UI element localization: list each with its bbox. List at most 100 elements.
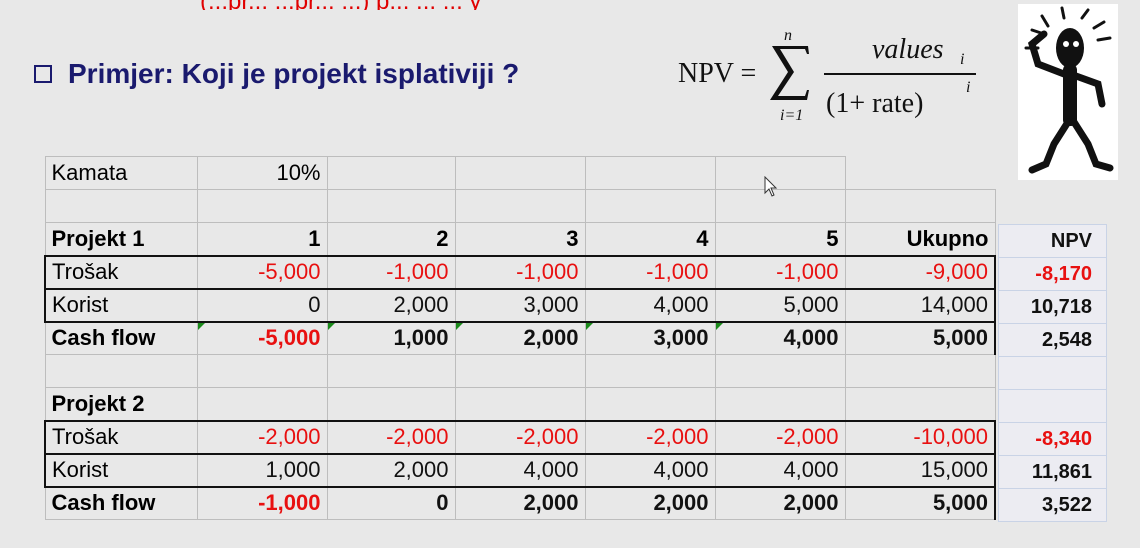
empty-cell[interactable]: [326, 156, 456, 190]
cell[interactable]: 2,000: [714, 486, 846, 520]
column-header[interactable]: 1: [196, 222, 328, 256]
column-header[interactable]: 5: [714, 222, 846, 256]
empty-cell[interactable]: [584, 189, 716, 223]
cell[interactable]: 0: [196, 287, 328, 323]
empty-cell[interactable]: [714, 189, 846, 223]
cell[interactable]: -2,000: [454, 419, 586, 455]
cell-total[interactable]: 5,000: [844, 321, 996, 355]
empty-cell[interactable]: [714, 156, 846, 190]
empty-cell[interactable]: [714, 387, 846, 421]
empty-cell[interactable]: [584, 387, 716, 421]
cell[interactable]: 2,000: [584, 486, 716, 520]
empty-cell[interactable]: [844, 156, 995, 190]
cell[interactable]: 0: [326, 486, 456, 520]
empty-cell[interactable]: [454, 354, 586, 388]
empty-cell[interactable]: [326, 354, 456, 388]
cell-total[interactable]: 15,000: [844, 452, 996, 488]
column-header[interactable]: 4: [584, 222, 716, 256]
row-label[interactable]: Cash flow: [44, 321, 198, 355]
empty-cell[interactable]: [584, 354, 716, 388]
empty-cell[interactable]: [454, 156, 586, 190]
cell[interactable]: 1,000: [196, 452, 328, 488]
npv-empty-cell[interactable]: [998, 389, 1107, 423]
column-header[interactable]: 3: [454, 222, 586, 256]
project2-title[interactable]: Projekt 2: [44, 387, 198, 421]
cell[interactable]: -2,000: [714, 419, 846, 455]
npv-formula: NPV = n i=1 values i (1+ rate) i: [678, 27, 976, 124]
formula-denominator-sup: i: [966, 79, 970, 96]
cell[interactable]: 3,000: [584, 321, 716, 355]
cell[interactable]: -2,000: [196, 419, 328, 455]
cell[interactable]: 4,000: [714, 321, 846, 355]
table-row: Korist 0 2,000 3,000 4,000 5,000 14,000: [44, 287, 996, 323]
cell[interactable]: -5,000: [196, 254, 328, 290]
cell-value: 3,000: [653, 325, 709, 351]
cell-total[interactable]: -9,000: [844, 254, 996, 290]
cell[interactable]: 3,000: [454, 287, 586, 323]
bullet-square-icon: [34, 65, 52, 83]
npv-cell[interactable]: -8,340: [998, 422, 1107, 456]
cell[interactable]: 1,000: [326, 321, 456, 355]
formula-lhs: NPV =: [678, 58, 756, 89]
cell-value: 2,000: [523, 325, 579, 351]
cell[interactable]: -1,000: [714, 254, 846, 290]
empty-cell[interactable]: [454, 189, 586, 223]
empty-cell[interactable]: [584, 156, 716, 190]
empty-cell[interactable]: [844, 189, 996, 223]
npv-cell[interactable]: 10,718: [998, 290, 1107, 324]
empty-cell[interactable]: [44, 189, 198, 223]
cell[interactable]: -5,000: [196, 321, 328, 355]
cell[interactable]: 4,000: [584, 287, 716, 323]
cell[interactable]: 2,000: [454, 321, 586, 355]
formula-sum-bottom: i=1: [780, 107, 803, 124]
npv-cell[interactable]: 3,522: [998, 488, 1107, 522]
row-label[interactable]: Korist: [44, 452, 198, 488]
formula-denominator: (1+ rate): [826, 88, 923, 119]
empty-cell[interactable]: [454, 387, 586, 421]
column-header[interactable]: 2: [326, 222, 456, 256]
cell[interactable]: 2,000: [326, 452, 456, 488]
empty-cell[interactable]: [196, 189, 328, 223]
thinking-stick-figure-icon: [1018, 4, 1118, 180]
table-row: Trošak -2,000 -2,000 -2,000 -2,000 -2,00…: [44, 419, 996, 455]
cell-total[interactable]: -10,000: [844, 419, 996, 455]
cell[interactable]: -1,000: [454, 254, 586, 290]
npv-cell[interactable]: -8,170: [998, 257, 1107, 291]
row-label[interactable]: Trošak: [44, 419, 198, 455]
cell[interactable]: 2,000: [326, 287, 456, 323]
column-header-total[interactable]: Ukupno: [844, 222, 996, 256]
cell[interactable]: -1,000: [326, 254, 456, 290]
npv-cell[interactable]: 2,548: [998, 323, 1107, 357]
row-label[interactable]: Cash flow: [44, 486, 198, 520]
cell[interactable]: -1,000: [196, 486, 328, 520]
cell-total[interactable]: 14,000: [844, 287, 996, 323]
interest-value[interactable]: 10%: [196, 156, 328, 190]
cell[interactable]: -2,000: [326, 419, 456, 455]
npv-cell[interactable]: 11,861: [998, 455, 1107, 489]
empty-cell[interactable]: [326, 387, 456, 421]
cell-total[interactable]: 5,000: [844, 486, 996, 520]
empty-cell[interactable]: [44, 354, 198, 388]
empty-cell[interactable]: [714, 354, 846, 388]
row-label[interactable]: Trošak: [44, 254, 198, 290]
comment-marker-icon: [586, 322, 593, 330]
cell[interactable]: 2,000: [454, 486, 586, 520]
empty-cell[interactable]: [196, 354, 328, 388]
npv-empty-cell[interactable]: [998, 356, 1107, 390]
cell[interactable]: -2,000: [584, 419, 716, 455]
cell[interactable]: 4,000: [714, 452, 846, 488]
empty-cell[interactable]: [844, 387, 996, 421]
row-label[interactable]: Korist: [44, 287, 198, 323]
empty-cell[interactable]: [844, 354, 996, 388]
project1-title[interactable]: Projekt 1: [44, 222, 198, 256]
cell[interactable]: 5,000: [714, 287, 846, 323]
cell[interactable]: 4,000: [454, 452, 586, 488]
table-row: Trošak -5,000 -1,000 -1,000 -1,000 -1,00…: [44, 254, 996, 290]
interest-label[interactable]: Kamata: [44, 156, 198, 190]
empty-cell[interactable]: [326, 189, 456, 223]
npv-header[interactable]: NPV: [998, 224, 1107, 258]
cell[interactable]: -1,000: [584, 254, 716, 290]
empty-cell[interactable]: [196, 387, 328, 421]
cell[interactable]: 4,000: [584, 452, 716, 488]
comment-marker-icon: [328, 322, 335, 330]
